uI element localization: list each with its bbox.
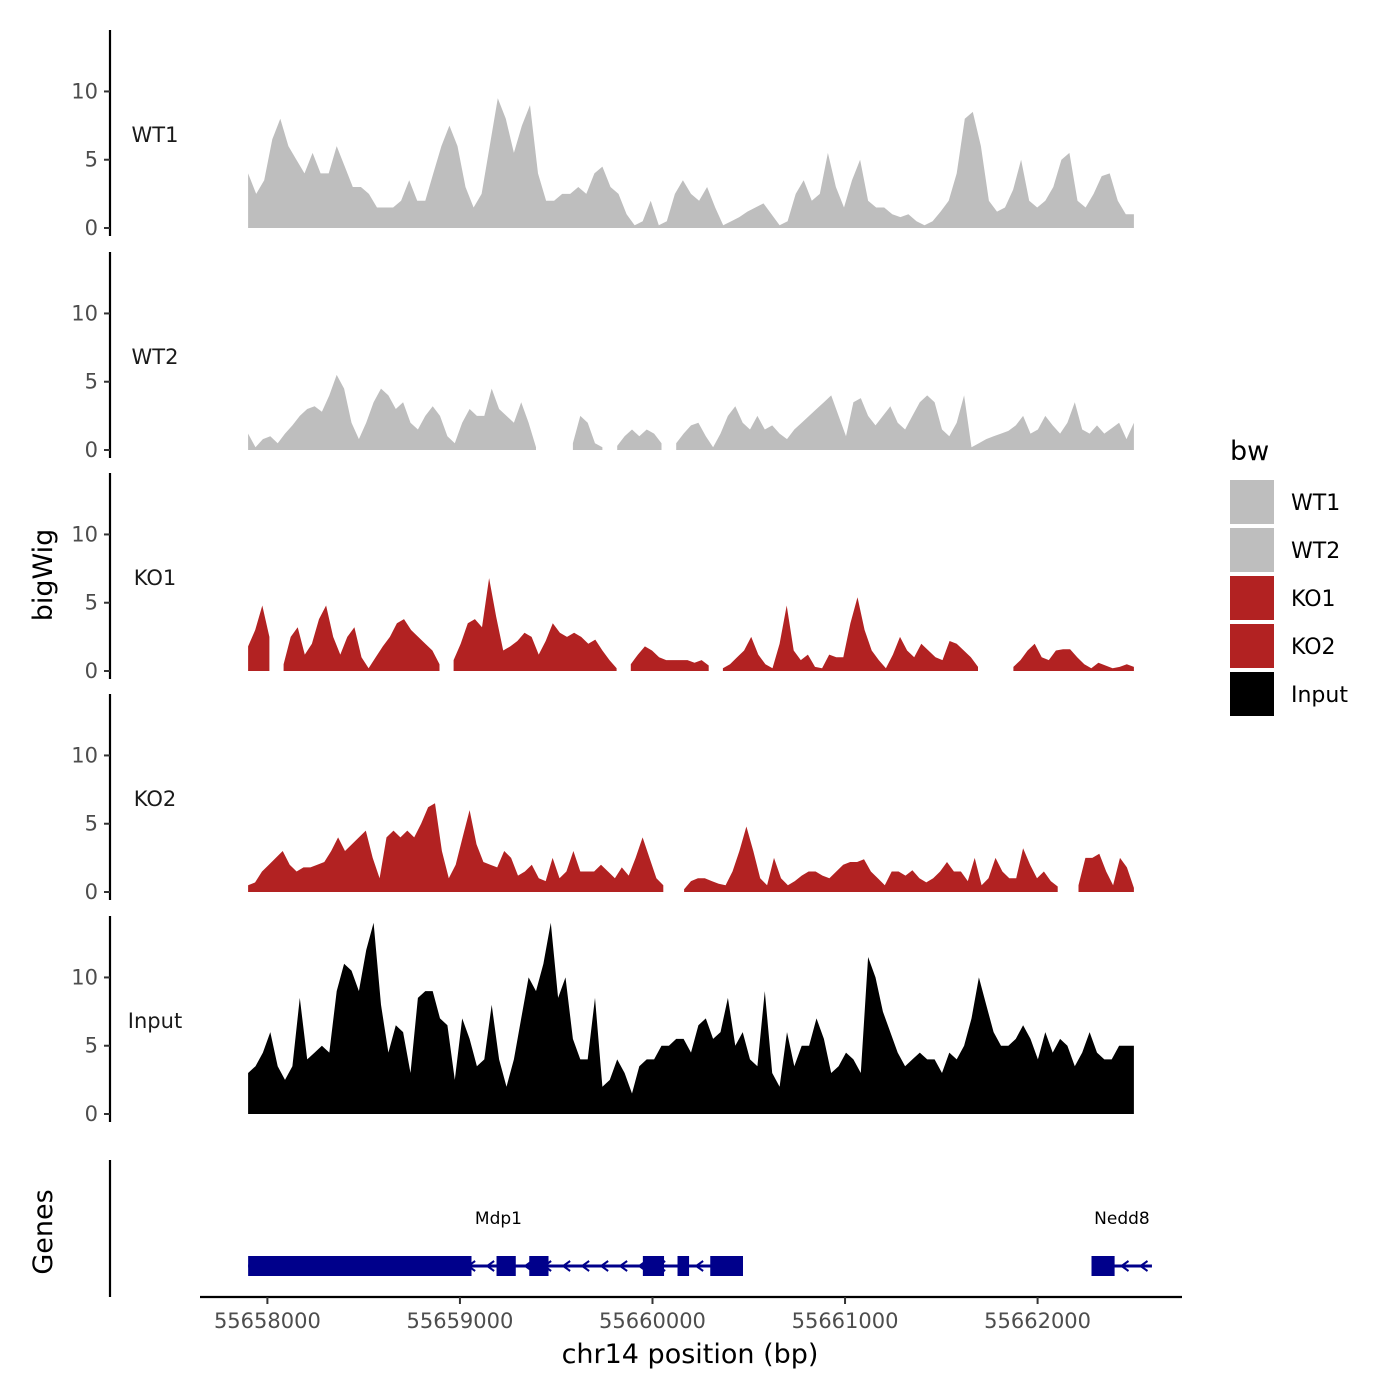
gene-annotation-panel: Mdp1 Nedd8: [108, 1160, 1152, 1297]
track-wt1: 0 5 10 WT1: [71, 30, 1134, 240]
legend-key-ko2: [1230, 624, 1274, 668]
strand-arrow: [485, 1260, 495, 1272]
y-tick-label: 10: [71, 743, 98, 767]
strand-arrow: [694, 1260, 704, 1272]
y-axis-title: bigWig: [28, 529, 59, 622]
area-wt2: [617, 429, 662, 450]
legend-key-input: [1230, 672, 1274, 716]
signal-tracks: 0 5 10 WT1 0 5 10 WT2 0 5 10 KO1 0 5 10 KO2 0 5 10 Input: [71, 30, 1134, 1126]
y-tick-label: 0: [85, 216, 98, 240]
strand-arrow: [1119, 1260, 1130, 1272]
area-wt2: [572, 415, 603, 450]
x-tick-label: 55658000: [214, 1309, 321, 1333]
track-label: KO2: [134, 787, 177, 811]
legend: bw WT1 WT2 KO1 KO2 Input: [1230, 436, 1348, 716]
exon: [1091, 1256, 1115, 1276]
legend-label: Input: [1291, 683, 1348, 708]
track-wt2: 0 5 10 WT2: [71, 252, 1134, 462]
track-input: 0 5 10 Input: [71, 916, 1134, 1126]
track-ko1: 0 5 10 KO1: [71, 473, 1134, 683]
area-wt2: [248, 374, 536, 450]
strand-arrow: [618, 1260, 628, 1272]
legend-label: KO2: [1291, 635, 1336, 660]
strand-arrow: [580, 1260, 590, 1272]
area-ko1: [630, 646, 709, 671]
strand-arrow: [1138, 1260, 1149, 1272]
gene-label: Mdp1: [475, 1209, 522, 1229]
area-wt1: [248, 98, 1134, 228]
legend-title: bw: [1230, 436, 1269, 467]
y-tick-label: 5: [85, 370, 98, 394]
y-tick-label: 0: [85, 1102, 98, 1126]
area-wt2: [676, 395, 1134, 450]
x-tick-label: 55659000: [406, 1309, 513, 1333]
exon: [529, 1256, 549, 1276]
legend-label: KO1: [1291, 587, 1336, 612]
x-tick-label: 55662000: [984, 1309, 1091, 1333]
area-ko1: [722, 597, 978, 671]
track-ko2: 0 5 10 KO2: [71, 694, 1134, 904]
area-ko1: [1013, 643, 1134, 671]
x-tick-label: 55661000: [792, 1309, 899, 1333]
exon: [710, 1256, 743, 1276]
gene-label: Nedd8: [1094, 1209, 1150, 1229]
x-axis-title: chr14 position (bp): [562, 1339, 819, 1370]
exon: [248, 1256, 472, 1276]
y-tick-label: 5: [85, 1034, 98, 1058]
x-axis: 55658000 55659000 55660000 55661000 55662000: [200, 1295, 1182, 1333]
genes-panel-title: Genes: [28, 1189, 59, 1274]
legend-key-wt1: [1230, 480, 1274, 524]
exon: [642, 1256, 665, 1276]
area-ko1: [283, 605, 440, 671]
legend-key-wt2: [1230, 528, 1274, 572]
y-tick-label: 0: [85, 438, 98, 462]
y-tick-label: 10: [71, 301, 98, 325]
x-tick-label: 55660000: [599, 1309, 706, 1333]
y-tick-label: 0: [85, 880, 98, 904]
legend-label: WT2: [1291, 539, 1340, 564]
y-tick-label: 10: [71, 522, 98, 546]
track-label: WT1: [132, 123, 179, 147]
exon: [496, 1256, 516, 1276]
gene-mdp1: Mdp1: [248, 1209, 743, 1276]
y-tick-label: 10: [71, 79, 98, 103]
y-tick-label: 0: [85, 659, 98, 683]
track-label: Input: [128, 1009, 182, 1033]
y-tick-label: 5: [85, 591, 98, 615]
area-ko2: [684, 826, 1058, 892]
y-tick-label: 10: [71, 965, 98, 989]
area-ko2: [1078, 853, 1134, 892]
strand-arrow: [599, 1260, 609, 1272]
legend-label: WT1: [1291, 491, 1340, 516]
gene-nedd8: Nedd8: [1091, 1209, 1152, 1276]
track-label: KO1: [134, 566, 177, 590]
exon: [677, 1256, 690, 1276]
area-ko1: [453, 578, 617, 671]
track-label: WT2: [132, 345, 179, 369]
y-tick-label: 5: [85, 148, 98, 172]
strand-arrow: [561, 1260, 571, 1272]
area-ko1: [248, 605, 270, 671]
legend-key-ko1: [1230, 576, 1274, 620]
area-ko2: [248, 803, 664, 892]
area-input: [248, 922, 1134, 1114]
y-tick-label: 5: [85, 812, 98, 836]
